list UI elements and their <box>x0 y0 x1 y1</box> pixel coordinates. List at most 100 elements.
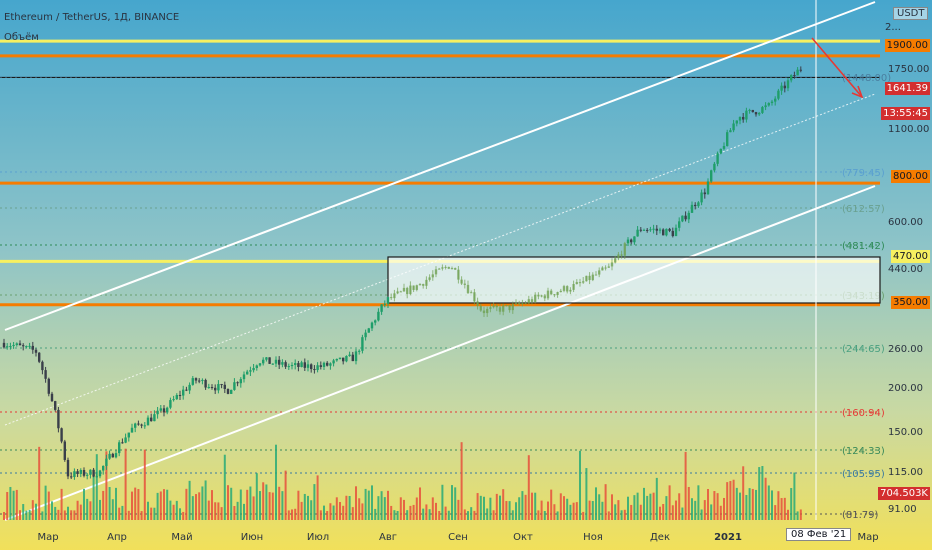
candle-body <box>386 297 390 304</box>
volume-bar <box>428 509 431 520</box>
candle-body <box>6 346 9 348</box>
volume-bar <box>796 511 799 520</box>
volume-bar <box>227 485 229 520</box>
volume-bar <box>291 509 293 520</box>
candle-body <box>646 229 649 231</box>
volume-bar <box>156 492 159 520</box>
candle-body <box>367 328 370 333</box>
candle-body <box>780 85 783 91</box>
volume-bar <box>486 508 489 520</box>
volume-bar <box>361 503 364 520</box>
candle-body <box>44 370 47 379</box>
volume-bar <box>268 492 271 520</box>
volume-bar <box>479 495 482 520</box>
volume-bar <box>230 487 233 520</box>
candle-body <box>767 103 770 106</box>
candle-body <box>223 384 226 390</box>
candle-body <box>716 153 719 164</box>
volume-bar <box>15 489 18 520</box>
volume-bar <box>127 510 130 520</box>
candle-body <box>329 363 332 366</box>
candle-body <box>15 343 18 345</box>
volume-bar <box>377 496 380 520</box>
candle-body <box>50 393 54 402</box>
volume-bar <box>409 505 412 520</box>
volume-bar <box>86 498 89 520</box>
volume-bar <box>300 501 303 520</box>
candle-body <box>22 345 25 347</box>
candle-body <box>92 469 95 477</box>
volume-bar <box>524 494 527 520</box>
volume-bar <box>678 493 681 520</box>
volume-bar <box>470 507 473 520</box>
candle-body <box>95 476 98 478</box>
volume-bar <box>118 507 121 520</box>
volume-bar <box>179 508 181 520</box>
volume-bar <box>787 509 789 520</box>
volume-bar <box>111 499 114 520</box>
candle-body <box>54 401 57 410</box>
channel-lower-line <box>4 185 876 521</box>
candle-body <box>556 292 559 296</box>
candle-body <box>742 116 745 120</box>
currency-button[interactable]: USDT <box>893 7 929 20</box>
candle-body <box>783 85 786 89</box>
candle-body <box>447 266 450 269</box>
time-axis-label: Апр <box>107 532 127 543</box>
volume-bar <box>495 493 498 520</box>
volume-bar <box>380 491 383 520</box>
candle-body <box>588 275 591 281</box>
candles <box>2 66 802 480</box>
candle-body <box>98 470 102 477</box>
candle-body <box>633 236 636 243</box>
time-axis[interactable] <box>0 522 880 550</box>
volume-bar <box>31 500 34 520</box>
volume-bar <box>63 510 66 520</box>
volume-bar <box>303 493 306 520</box>
candle-body <box>166 407 169 413</box>
candle-body <box>332 360 335 364</box>
candle-body <box>690 204 694 213</box>
time-axis-label: Сен <box>448 532 468 543</box>
candle-body <box>406 287 409 295</box>
candle-body <box>335 358 338 361</box>
candle-body <box>201 379 204 381</box>
volume-bar <box>102 490 105 520</box>
candle-body <box>630 239 633 243</box>
volume-bar <box>262 482 265 520</box>
candle-body <box>694 204 697 207</box>
candle-body <box>114 453 118 458</box>
volume-bar <box>271 492 274 520</box>
volume-bar <box>252 496 255 520</box>
candle-body <box>498 307 502 312</box>
candle-body <box>102 465 105 471</box>
candle-body <box>316 365 319 370</box>
candle-body <box>41 361 44 371</box>
candle-body <box>578 282 582 284</box>
volume-bar <box>351 507 354 520</box>
volume-bar <box>406 510 409 520</box>
candle-body <box>162 408 166 413</box>
candle-body <box>518 302 521 305</box>
volume-bar <box>457 499 460 520</box>
volume-bar <box>745 494 748 520</box>
range-box[interactable] <box>387 256 881 304</box>
volume-bar <box>233 506 236 520</box>
candle-body <box>770 101 774 104</box>
time-axis-label: Авг <box>379 532 397 543</box>
candle-body <box>761 107 764 113</box>
candle-body <box>450 268 454 270</box>
candle-body <box>12 344 15 347</box>
candle-body <box>236 382 239 384</box>
candle-body <box>188 384 191 391</box>
candle-body <box>700 192 703 203</box>
candle-body <box>191 378 194 385</box>
volume-bar <box>518 497 521 520</box>
volume-bar <box>335 497 338 520</box>
volume-bar <box>665 496 668 520</box>
volume-bar <box>390 505 393 520</box>
candle-body <box>294 363 297 365</box>
volume-bar <box>537 510 540 520</box>
candle-body <box>239 379 242 384</box>
